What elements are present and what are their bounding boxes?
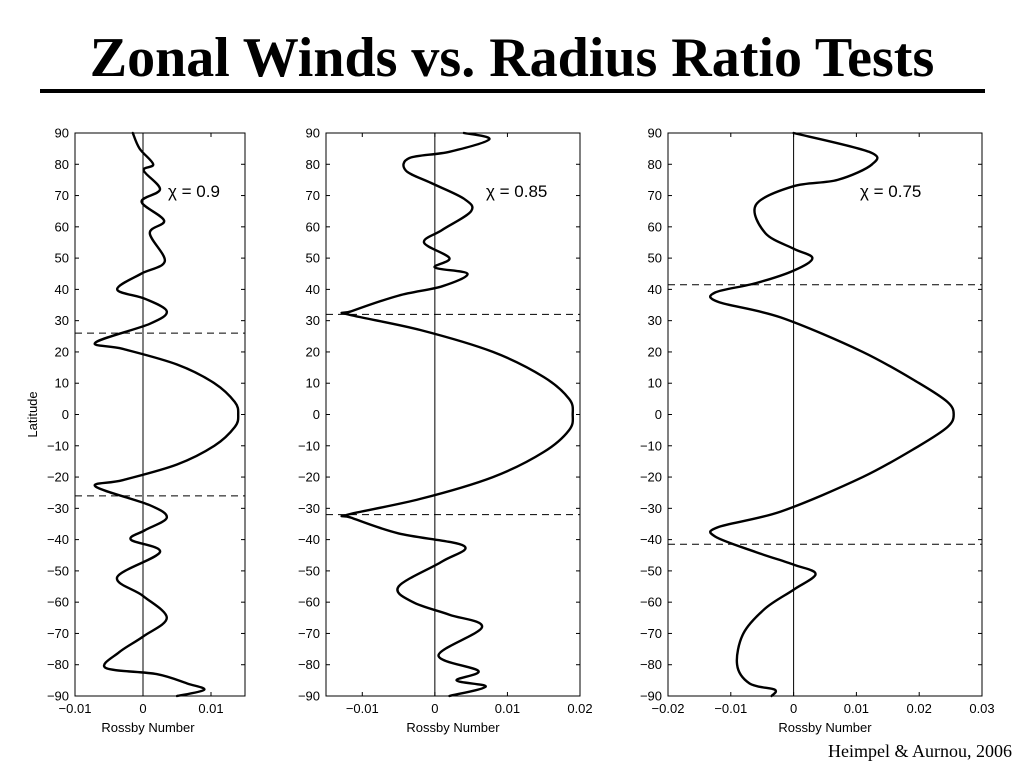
- y-tick-label: −80: [47, 657, 69, 672]
- y-tick-label: −10: [47, 438, 69, 453]
- y-tick-label: −90: [640, 689, 662, 704]
- y-tick-label: −60: [640, 595, 662, 610]
- y-tick-label: −70: [47, 626, 69, 641]
- y-tick-label: 60: [306, 219, 320, 234]
- y-tick-label: 60: [55, 219, 69, 234]
- x-tick-label: −0.01: [346, 701, 379, 716]
- y-tick-label: −50: [298, 563, 320, 578]
- y-tick-label: −60: [298, 595, 320, 610]
- x-tick-label: 0: [431, 701, 438, 716]
- y-tick-label: 30: [306, 313, 320, 328]
- y-tick-label: 0: [62, 407, 69, 422]
- x-tick-label: 0: [139, 701, 146, 716]
- y-tick-label: 10: [55, 376, 69, 391]
- y-tick-label: 0: [655, 407, 662, 422]
- x-axis-label: Rossby Number: [778, 720, 872, 735]
- y-tick-label: −50: [47, 563, 69, 578]
- y-tick-label: 20: [55, 344, 69, 359]
- y-tick-label: 50: [55, 251, 69, 266]
- y-tick-label: −10: [298, 438, 320, 453]
- y-tick-label: −50: [640, 563, 662, 578]
- y-tick-label: −80: [640, 657, 662, 672]
- citation-credit: Heimpel & Aurnou, 2006: [828, 741, 1012, 761]
- zonal-wind-profile-line: [708, 131, 955, 698]
- x-tick-label: −0.02: [652, 701, 685, 716]
- y-tick-label: 70: [55, 188, 69, 203]
- y-tick-label: 80: [648, 157, 662, 172]
- y-tick-label: 40: [306, 282, 320, 297]
- plot-3: 90 80 70 60 50 40 30 20 10 0 −10 −20 −30 −40 −50 −60 −70…: [640, 126, 995, 736]
- y-tick-label: 50: [306, 251, 320, 266]
- y-tick-label: −40: [47, 532, 69, 547]
- y-tick-label: −90: [298, 689, 320, 704]
- x-axis-label: Rossby Number: [406, 720, 500, 735]
- y-tick-label: 70: [648, 188, 662, 203]
- y-tick-label: −20: [298, 470, 320, 485]
- y-tick-label: 90: [306, 126, 320, 141]
- axes-frame: [667, 132, 983, 697]
- y-tick-label: 80: [55, 157, 69, 172]
- plot-1: 90 80 70 60 50 40 30 20 10 0 −10 −20 −30 −40 −50 −60 −70…: [25, 126, 246, 735]
- y-tick-label: −20: [47, 470, 69, 485]
- y-tick-label: 50: [648, 251, 662, 266]
- y-tick-label: 60: [648, 219, 662, 234]
- chi-annotation: χ = 0.9: [168, 182, 220, 201]
- y-tick-label: 90: [648, 126, 662, 141]
- y-tick-label: −30: [640, 501, 662, 516]
- x-tick-label: −0.01: [714, 701, 747, 716]
- y-tick-label: −10: [640, 438, 662, 453]
- y-tick-label: 20: [648, 344, 662, 359]
- zonal-wind-profile-line: [93, 131, 240, 698]
- y-tick-label: −30: [298, 501, 320, 516]
- y-tick-label: −20: [640, 470, 662, 485]
- y-tick-label: 80: [306, 157, 320, 172]
- x-tick-label: 0.01: [844, 701, 869, 716]
- x-tick-label: 0.02: [567, 701, 592, 716]
- y-tick-label: −40: [298, 532, 320, 547]
- y-tick-label: −40: [640, 532, 662, 547]
- y-tick-label: 20: [306, 344, 320, 359]
- title-underline: [40, 89, 985, 93]
- y-tick-label: 10: [306, 376, 320, 391]
- y-tick-label: −80: [298, 657, 320, 672]
- y-tick-label: 0: [313, 407, 320, 422]
- y-tick-label: −70: [640, 626, 662, 641]
- plot-2: 90 80 70 60 50 40 30 20 10 0 −10 −20 −30 −40 −50 −60 −70…: [298, 126, 593, 736]
- y-tick-label: 40: [648, 282, 662, 297]
- y-tick-label: −70: [298, 626, 320, 641]
- x-tick-label: 0: [790, 701, 797, 716]
- slide-title: Zonal Winds vs. Radius Ratio Tests: [89, 27, 935, 89]
- y-tick-label: 30: [648, 313, 662, 328]
- y-tick-label: −90: [47, 689, 69, 704]
- y-tick-label: −60: [47, 595, 69, 610]
- y-axis-label: Latitude: [25, 391, 40, 437]
- y-tick-label: 70: [306, 188, 320, 203]
- x-tick-label: 0.01: [495, 701, 520, 716]
- y-tick-label: 10: [648, 376, 662, 391]
- x-tick-label: 0.03: [969, 701, 994, 716]
- x-tick-label: 0.01: [198, 701, 223, 716]
- chi-annotation: χ = 0.75: [860, 182, 921, 201]
- y-tick-label: −30: [47, 501, 69, 516]
- y-tick-label: 30: [55, 313, 69, 328]
- x-tick-label: −0.01: [59, 701, 92, 716]
- y-tick-label: 40: [55, 282, 69, 297]
- chi-annotation: χ = 0.85: [486, 182, 547, 201]
- zonal-wind-profile-line: [340, 131, 575, 698]
- x-tick-label: 0.02: [907, 701, 932, 716]
- y-tick-label: 90: [55, 126, 69, 141]
- x-axis-label: Rossby Number: [101, 720, 195, 735]
- axes-frame: [325, 132, 581, 697]
